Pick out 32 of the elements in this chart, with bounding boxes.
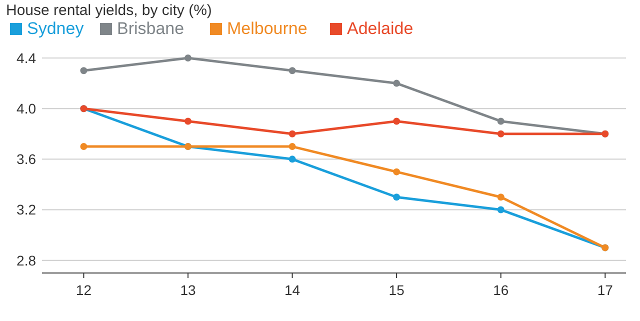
- legend-label: Melbourne: [227, 19, 308, 38]
- point: [497, 206, 504, 214]
- point: [80, 143, 88, 150]
- x-tick-label: 17: [597, 282, 614, 298]
- y-tick-label: 2.8: [16, 252, 36, 268]
- x-tick-label: 14: [284, 282, 300, 298]
- point: [80, 67, 88, 74]
- x-tick-label: 12: [76, 282, 92, 298]
- y-tick-label: 4.0: [16, 100, 36, 116]
- x-tick-label: 13: [180, 282, 196, 298]
- legend-label: Adelaide: [347, 19, 414, 38]
- point: [393, 194, 400, 201]
- point: [288, 67, 296, 74]
- x-tick-label: 16: [493, 282, 509, 298]
- point: [288, 130, 296, 138]
- y-tick-label: 3.6: [16, 151, 36, 168]
- point: [497, 194, 504, 201]
- legend-label: Brisbane: [117, 19, 184, 38]
- point: [497, 118, 504, 125]
- point: [288, 156, 296, 163]
- chart-title: House rental yields, by city (%): [6, 2, 212, 19]
- y-tick-label: 3.2: [16, 202, 36, 218]
- point: [184, 54, 192, 62]
- point: [393, 118, 400, 125]
- x-tick-label: 15: [388, 282, 405, 298]
- point: [497, 130, 504, 138]
- point: [184, 118, 192, 125]
- point: [393, 168, 400, 176]
- point: [288, 143, 296, 150]
- legend-label: Sydney: [27, 19, 84, 38]
- y-tick-label: 4.4: [16, 50, 36, 66]
- point: [393, 80, 400, 87]
